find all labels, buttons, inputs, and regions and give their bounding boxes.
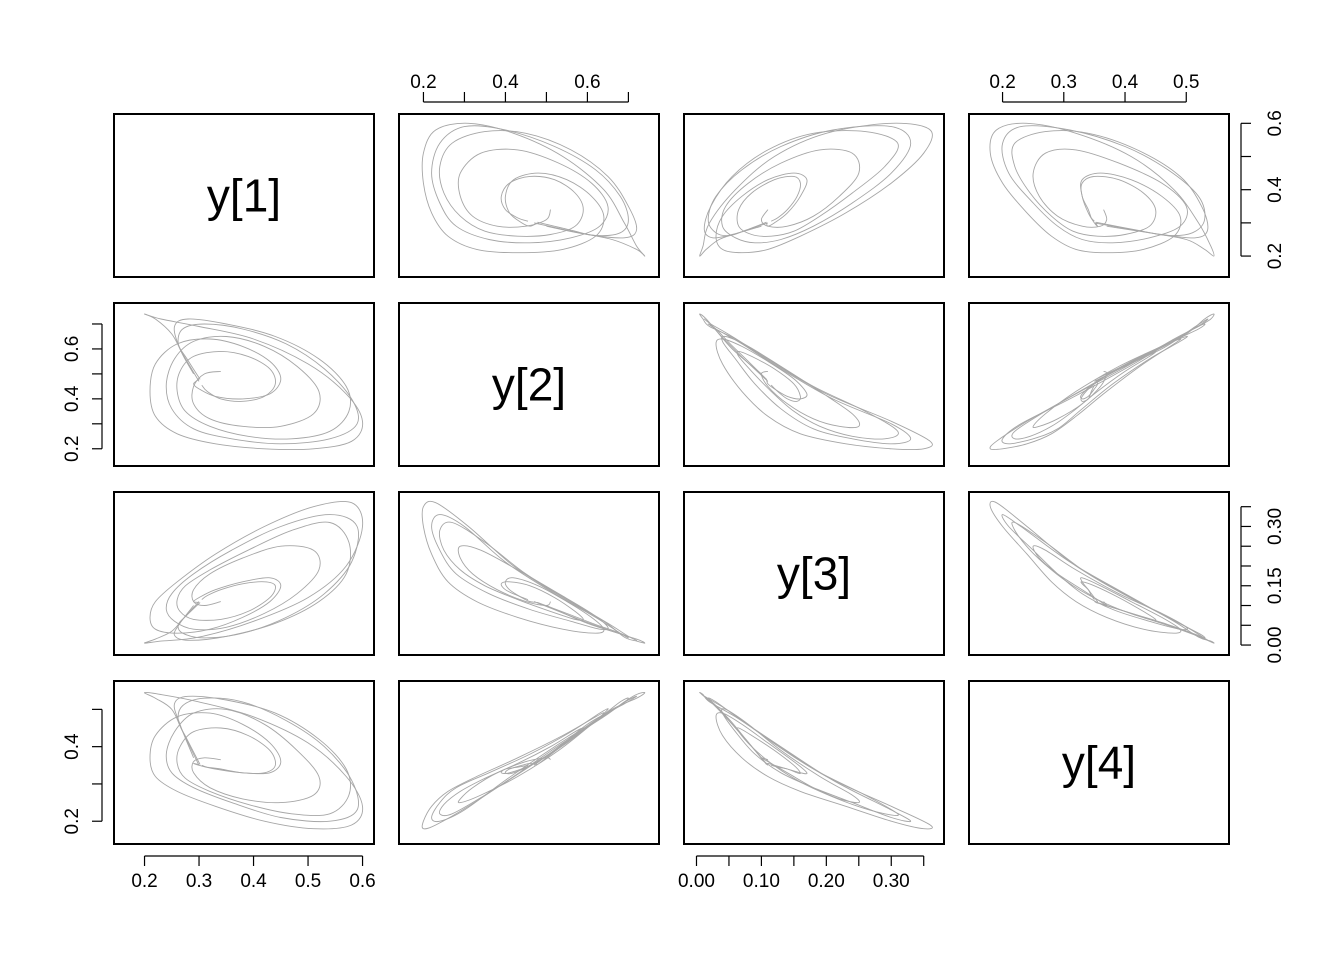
- bottom-tick-label-0-0: 0.2: [131, 871, 157, 892]
- top-tick-label-0-0: 0.2: [410, 72, 436, 93]
- panel-frame-2-1: [113, 302, 375, 467]
- trajectory-1-panel-3-1: [144, 500, 364, 644]
- bottom-tick-label-0-1: 0.3: [186, 871, 212, 892]
- top-tick-label-0-2: 0.6: [574, 72, 600, 93]
- trajectory-2-panel-4-2: [438, 695, 638, 817]
- trajectory-1-panel-2-1: [144, 313, 364, 450]
- trajectory-1-panel-3-2: [421, 500, 646, 644]
- trajectory-2-panel-3-4: [1011, 521, 1209, 641]
- panel-frame-2-4: [968, 302, 1230, 467]
- left-tick-label-0-0: 0.2: [62, 436, 83, 462]
- trajectory-1-panel-4-1: [144, 691, 364, 830]
- panel-frame-3-1: [113, 491, 375, 656]
- panel-frame-1-4: [968, 113, 1230, 278]
- trajectory-0-panel-1-2: [431, 125, 629, 244]
- right-tick-label-0-0: 0.2: [1265, 243, 1286, 269]
- panel-frame-3-2: [398, 491, 660, 656]
- left-tick-label-0-1: 0.4: [62, 385, 83, 412]
- trajectory-2-panel-4-3: [703, 695, 899, 817]
- panel-frame-3-4: [968, 491, 1230, 656]
- trajectory-2-panel-4-1: [173, 695, 352, 817]
- trajectory-0-panel-1-4: [1001, 125, 1206, 244]
- top-tick-label-0-1: 0.4: [492, 72, 519, 93]
- panel-frame-4-4: [968, 680, 1230, 845]
- left-tick-label-0-2: 0.6: [62, 336, 83, 362]
- trajectory-0-panel-4-2: [431, 697, 629, 823]
- right-tick-label-0-2: 0.6: [1265, 110, 1286, 136]
- bottom-tick-label-0-4: 0.6: [349, 871, 375, 892]
- trajectory-2-panel-3-2: [438, 521, 638, 641]
- trajectory-1-panel-3-4: [989, 500, 1215, 644]
- trajectory-2-panel-1-2: [438, 130, 638, 239]
- right-tick-label-1-0: 0.00: [1265, 627, 1286, 664]
- trajectory-0-panel-4-3: [707, 697, 912, 823]
- trajectory-0-panel-2-1: [165, 323, 359, 445]
- trajectory-1-panel-1-3: [699, 122, 933, 257]
- panel-frame-4-2: [398, 680, 660, 845]
- right-tick-label-0-1: 0.4: [1265, 176, 1286, 203]
- top-tick-label-1-1: 0.3: [1051, 72, 1077, 93]
- trajectory-2-panel-1-4: [1011, 130, 1209, 239]
- diagonal-label-1: y[1]: [207, 170, 281, 222]
- diagonal-label-4: y[4]: [1062, 737, 1136, 789]
- trajectory-2-panel-2-1: [173, 318, 352, 440]
- trajectory-1-panel-4-3: [699, 691, 933, 830]
- top-tick-label-1-3: 0.5: [1173, 72, 1199, 93]
- bottom-tick-label-1-0: 0.00: [678, 871, 715, 892]
- trajectory-1-panel-4-2: [421, 691, 646, 830]
- right-tick-label-1-1: 0.15: [1265, 567, 1286, 604]
- trajectory-2-panel-2-3: [703, 318, 899, 440]
- left-tick-label-1-1: 0.4: [62, 733, 83, 760]
- trajectory-1-panel-1-2: [421, 122, 646, 257]
- trajectory-2-panel-3-1: [173, 521, 352, 641]
- panel-frame-4-1: [113, 680, 375, 845]
- trajectory-1-panel-1-4: [989, 122, 1215, 257]
- bottom-tick-label-1-2: 0.20: [808, 871, 845, 892]
- trajectory-1-panel-2-4: [989, 313, 1215, 450]
- trajectory-0-panel-4-1: [165, 697, 359, 823]
- trajectory-2-panel-1-3: [703, 130, 899, 239]
- bottom-tick-label-0-2: 0.4: [240, 871, 267, 892]
- top-tick-label-1-2: 0.4: [1112, 72, 1139, 93]
- panel-frame-2-3: [683, 302, 945, 467]
- trajectory-2-panel-2-4: [1011, 318, 1209, 440]
- diagonal-label-2: y[2]: [492, 359, 566, 411]
- top-tick-label-1-0: 0.2: [989, 72, 1015, 93]
- right-tick-label-1-2: 0.30: [1265, 508, 1286, 545]
- trajectory-1-panel-2-3: [699, 313, 933, 450]
- diagonal-label-3: y[3]: [777, 548, 851, 600]
- panel-frame-1-2: [398, 113, 660, 278]
- panel-frame-4-3: [683, 680, 945, 845]
- panel-frame-1-3: [683, 113, 945, 278]
- panel-frame-1-1: [113, 113, 375, 278]
- trajectory-0-panel-2-4: [1001, 323, 1206, 445]
- bottom-tick-label-0-3: 0.5: [295, 871, 321, 892]
- panel-frame-2-2: [398, 302, 660, 467]
- panel-frame-3-3: [683, 491, 945, 656]
- bottom-tick-label-1-3: 0.30: [873, 871, 910, 892]
- bottom-tick-label-1-1: 0.10: [743, 871, 780, 892]
- left-tick-label-1-0: 0.2: [62, 808, 83, 834]
